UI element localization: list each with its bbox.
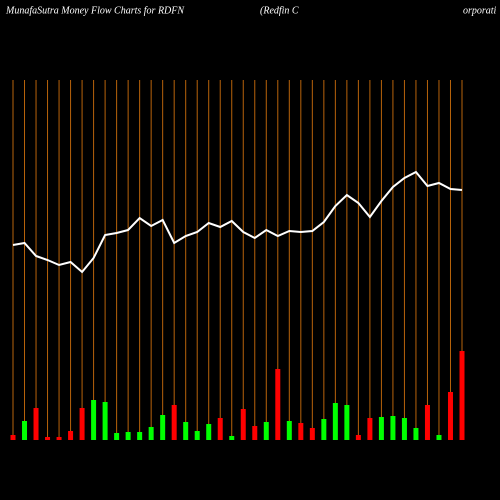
bar xyxy=(91,400,97,440)
bar xyxy=(309,428,315,440)
bar xyxy=(344,405,350,440)
bar xyxy=(367,418,373,440)
bar xyxy=(436,435,442,440)
chart-subtitle: (Redfin C xyxy=(260,5,299,16)
line xyxy=(12,170,463,274)
bar xyxy=(183,422,189,440)
bar xyxy=(401,418,407,440)
bar xyxy=(79,408,85,440)
chart-subtitle: orporati xyxy=(463,5,497,16)
bar xyxy=(114,433,120,440)
bar xyxy=(263,422,269,440)
bar xyxy=(321,419,327,440)
bar xyxy=(125,432,131,440)
bar xyxy=(68,431,74,440)
bar xyxy=(424,405,430,440)
bar xyxy=(229,436,235,440)
bar xyxy=(332,403,338,440)
bar xyxy=(275,369,281,440)
bar xyxy=(137,432,143,440)
chart-title: MunafaSutra Money Flow Charts for RDFN xyxy=(5,5,185,16)
bar xyxy=(102,402,108,440)
bar xyxy=(148,427,154,440)
bar xyxy=(286,421,292,440)
bar xyxy=(390,416,396,440)
bar xyxy=(10,435,16,440)
bar xyxy=(56,437,62,440)
bar xyxy=(206,424,212,440)
bar xyxy=(194,431,200,440)
bar xyxy=(22,421,28,440)
bar xyxy=(33,408,39,440)
bar xyxy=(378,417,384,440)
bar xyxy=(45,437,51,440)
bar xyxy=(298,423,304,440)
bar xyxy=(413,428,419,440)
bar xyxy=(447,392,453,440)
bar xyxy=(252,426,258,440)
bar xyxy=(160,415,166,440)
bar xyxy=(459,351,465,440)
bar xyxy=(240,409,246,440)
bar xyxy=(171,405,177,440)
bar xyxy=(217,418,223,440)
bar xyxy=(355,435,361,440)
